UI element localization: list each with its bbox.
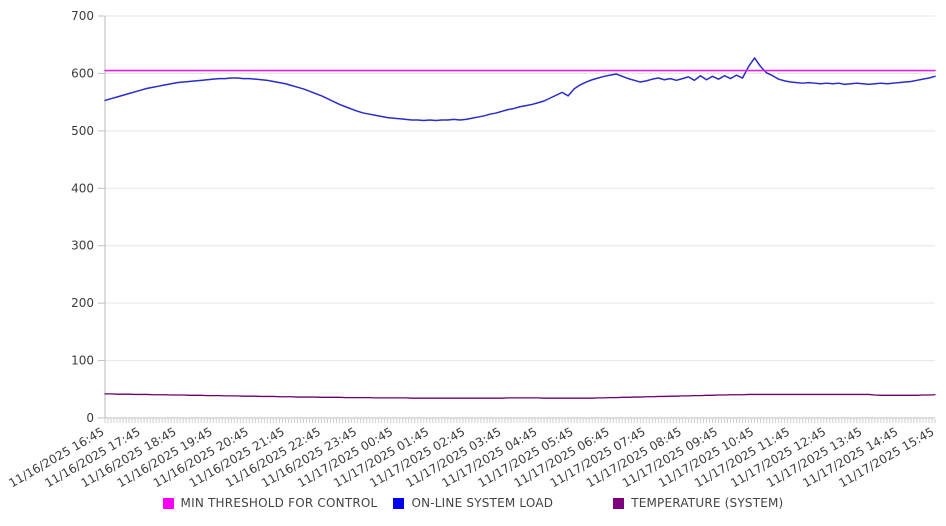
legend-label-online-system-load: ON-LINE SYSTEM LOAD — [411, 496, 554, 510]
y-axis-ticks — [98, 15, 105, 419]
legend-label-temperature-system: TEMPERATURE (SYSTEM) — [631, 496, 784, 510]
y-gridlines — [105, 15, 935, 419]
y-axis-labels: 0 100 200 300 400 500 600 700 — [71, 9, 94, 425]
y-axis-label: 700 — [71, 9, 94, 23]
chart-legend: MIN THRESHOLD FOR CONTROL ON-LINE SYSTEM… — [0, 496, 946, 510]
y-axis-label: 600 — [71, 66, 94, 80]
y-axis-label: 0 — [86, 411, 94, 425]
y-axis-label: 300 — [71, 239, 94, 253]
x-axis-minor-ticks — [104, 419, 936, 423]
series-line-2 — [104, 393, 936, 399]
legend-label-min-threshold: MIN THRESHOLD FOR CONTROL — [180, 496, 378, 510]
y-axis-label: 400 — [71, 181, 94, 195]
legend-item-online-system-load[interactable]: ON-LINE SYSTEM LOAD — [393, 496, 553, 510]
legend-swatch-min-threshold-icon — [162, 497, 174, 509]
y-axis-label: 500 — [71, 124, 94, 138]
legend-swatch-temperature-system-icon — [613, 497, 625, 509]
legend-swatch-online-system-load-icon — [393, 497, 405, 509]
y-axis-label: 200 — [71, 296, 94, 310]
legend-item-min-threshold[interactable]: MIN THRESHOLD FOR CONTROL — [162, 496, 378, 510]
legend-item-temperature-system[interactable]: TEMPERATURE (SYSTEM) — [613, 496, 783, 510]
y-axis-label: 100 — [71, 354, 94, 368]
series-line-1 — [104, 57, 936, 122]
